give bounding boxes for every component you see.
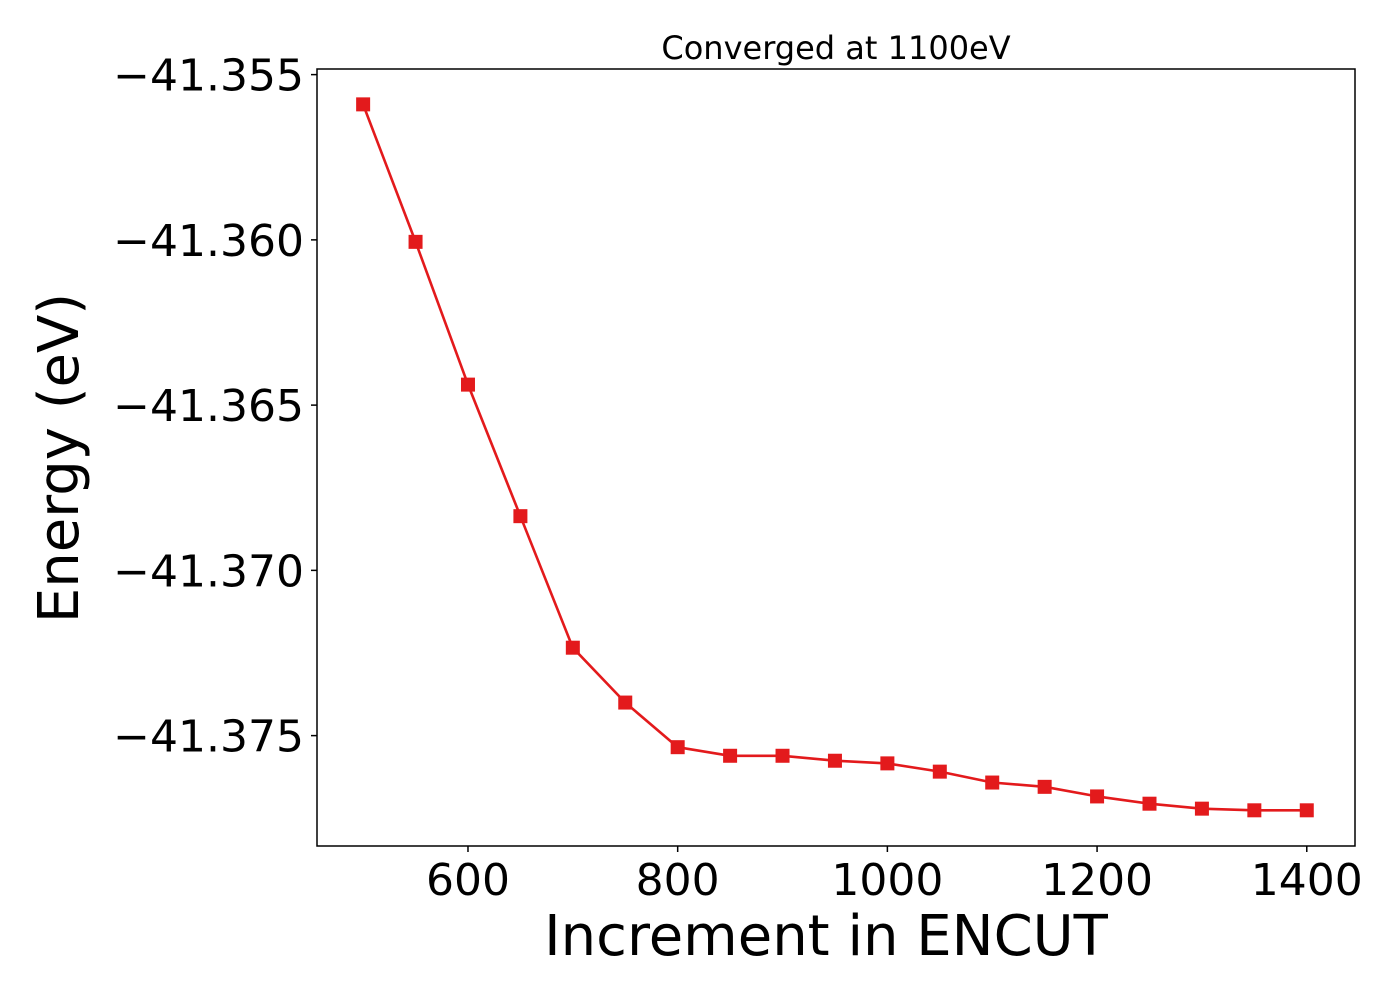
x-tick-label: 1400 [1251,855,1363,906]
y-axis: −41.355 −41.360 −41.365 −41.370 −41.375 [113,51,317,763]
y-tick-label: −41.360 [113,216,304,267]
data-point [618,695,633,710]
data-point [1299,803,1314,818]
plot-area [316,68,1356,847]
x-tick-label: 800 [636,855,720,906]
y-tick-label: −41.355 [113,51,304,102]
y-axis-title: Energy (eV) [27,293,92,623]
x-tick-label: 1000 [831,855,943,906]
data-point [827,753,842,768]
data-point [1090,789,1105,804]
data-point [356,97,371,112]
y-tick-label: −41.370 [113,546,304,597]
data-point [670,740,685,755]
x-tick-label: 1200 [1041,855,1153,906]
data-point [775,748,790,763]
data-point [1194,801,1209,816]
data-point [513,509,528,524]
x-axis: 600 800 1000 1200 1400 [426,846,1363,906]
y-tick-label: −41.375 [113,712,304,763]
chart-title: Converged at 1100eV [661,29,1010,67]
data-point [1247,803,1262,818]
series-layer [356,97,1314,818]
y-tick-label: −41.365 [113,381,304,432]
data-point [985,775,1000,790]
data-point [460,377,475,392]
data-point [1037,779,1052,794]
x-tick-label: 600 [426,855,510,906]
data-point [880,756,895,771]
data-point [408,234,423,249]
data-point [565,640,580,655]
data-point [1142,796,1157,811]
data-point [723,748,738,763]
x-axis-title: Increment in ENCUT [544,904,1109,969]
data-point [932,764,947,779]
